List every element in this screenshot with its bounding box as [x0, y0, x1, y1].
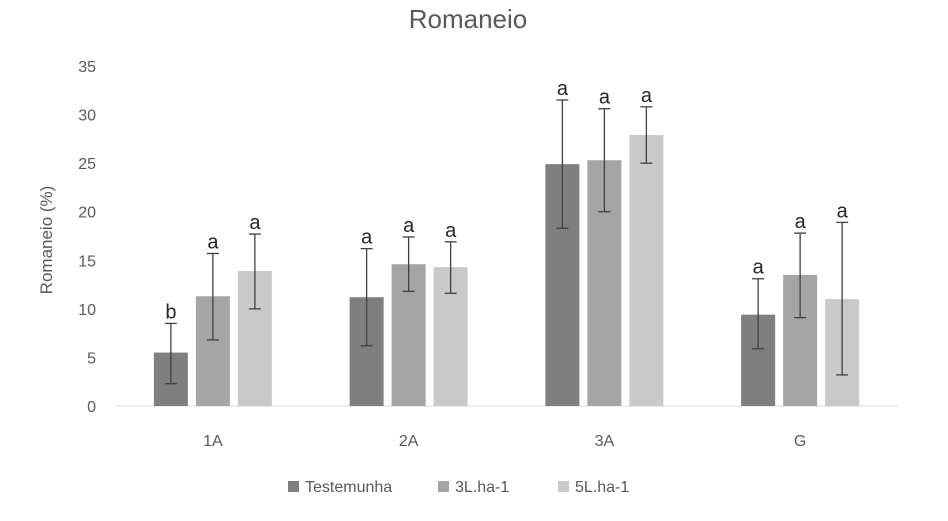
x-tick-label: 2A: [399, 433, 419, 450]
y-tick-label: 15: [78, 253, 96, 270]
significance-letter: a: [207, 231, 219, 253]
legend-item: 3L.ha-1: [438, 479, 509, 496]
legend-item: Testemunha: [288, 479, 392, 496]
legend-label: 5L.ha-1: [575, 479, 629, 496]
x-tick-label: 1A: [203, 433, 223, 450]
y-tick-label: 5: [87, 350, 96, 367]
y-axis-ticks: 0 5 10 15 20 25 30 35: [78, 59, 96, 416]
legend-swatch: [288, 481, 299, 492]
letters-layer: b a a a a a a a a a a a: [165, 78, 848, 323]
significance-letter: a: [557, 78, 569, 100]
significance-letter: a: [753, 257, 765, 279]
significance-letter: a: [249, 212, 261, 234]
significance-letter: a: [403, 215, 415, 237]
legend: Testemunha 3L.ha-1 5L.ha-1: [288, 479, 629, 496]
significance-letter: b: [165, 301, 176, 323]
chart-title: Romaneio: [409, 4, 528, 34]
y-tick-label: 35: [78, 59, 96, 76]
x-tick-label: 3A: [595, 433, 615, 450]
significance-letter: a: [445, 220, 457, 242]
significance-letter: a: [361, 227, 373, 249]
x-axis-ticks: 1A 2A 3A G: [203, 433, 806, 450]
error-bars-layer: [164, 99, 849, 385]
y-axis-label: Romaneio (%): [37, 186, 56, 295]
legend-swatch: [438, 481, 449, 492]
legend-swatch: [558, 481, 569, 492]
significance-letter: a: [641, 85, 653, 107]
legend-label: Testemunha: [305, 479, 392, 496]
x-tick-label: G: [794, 433, 806, 450]
y-tick-label: 20: [78, 205, 96, 222]
legend-label: 3L.ha-1: [455, 479, 509, 496]
y-tick-label: 25: [78, 156, 96, 173]
y-tick-label: 30: [78, 108, 96, 125]
significance-letter: a: [795, 211, 807, 233]
significance-letter: a: [837, 200, 849, 222]
legend-item: 5L.ha-1: [558, 479, 629, 496]
significance-letter: a: [599, 87, 611, 109]
bar: [629, 134, 664, 406]
y-tick-label: 0: [87, 399, 96, 416]
y-tick-label: 10: [78, 302, 96, 319]
